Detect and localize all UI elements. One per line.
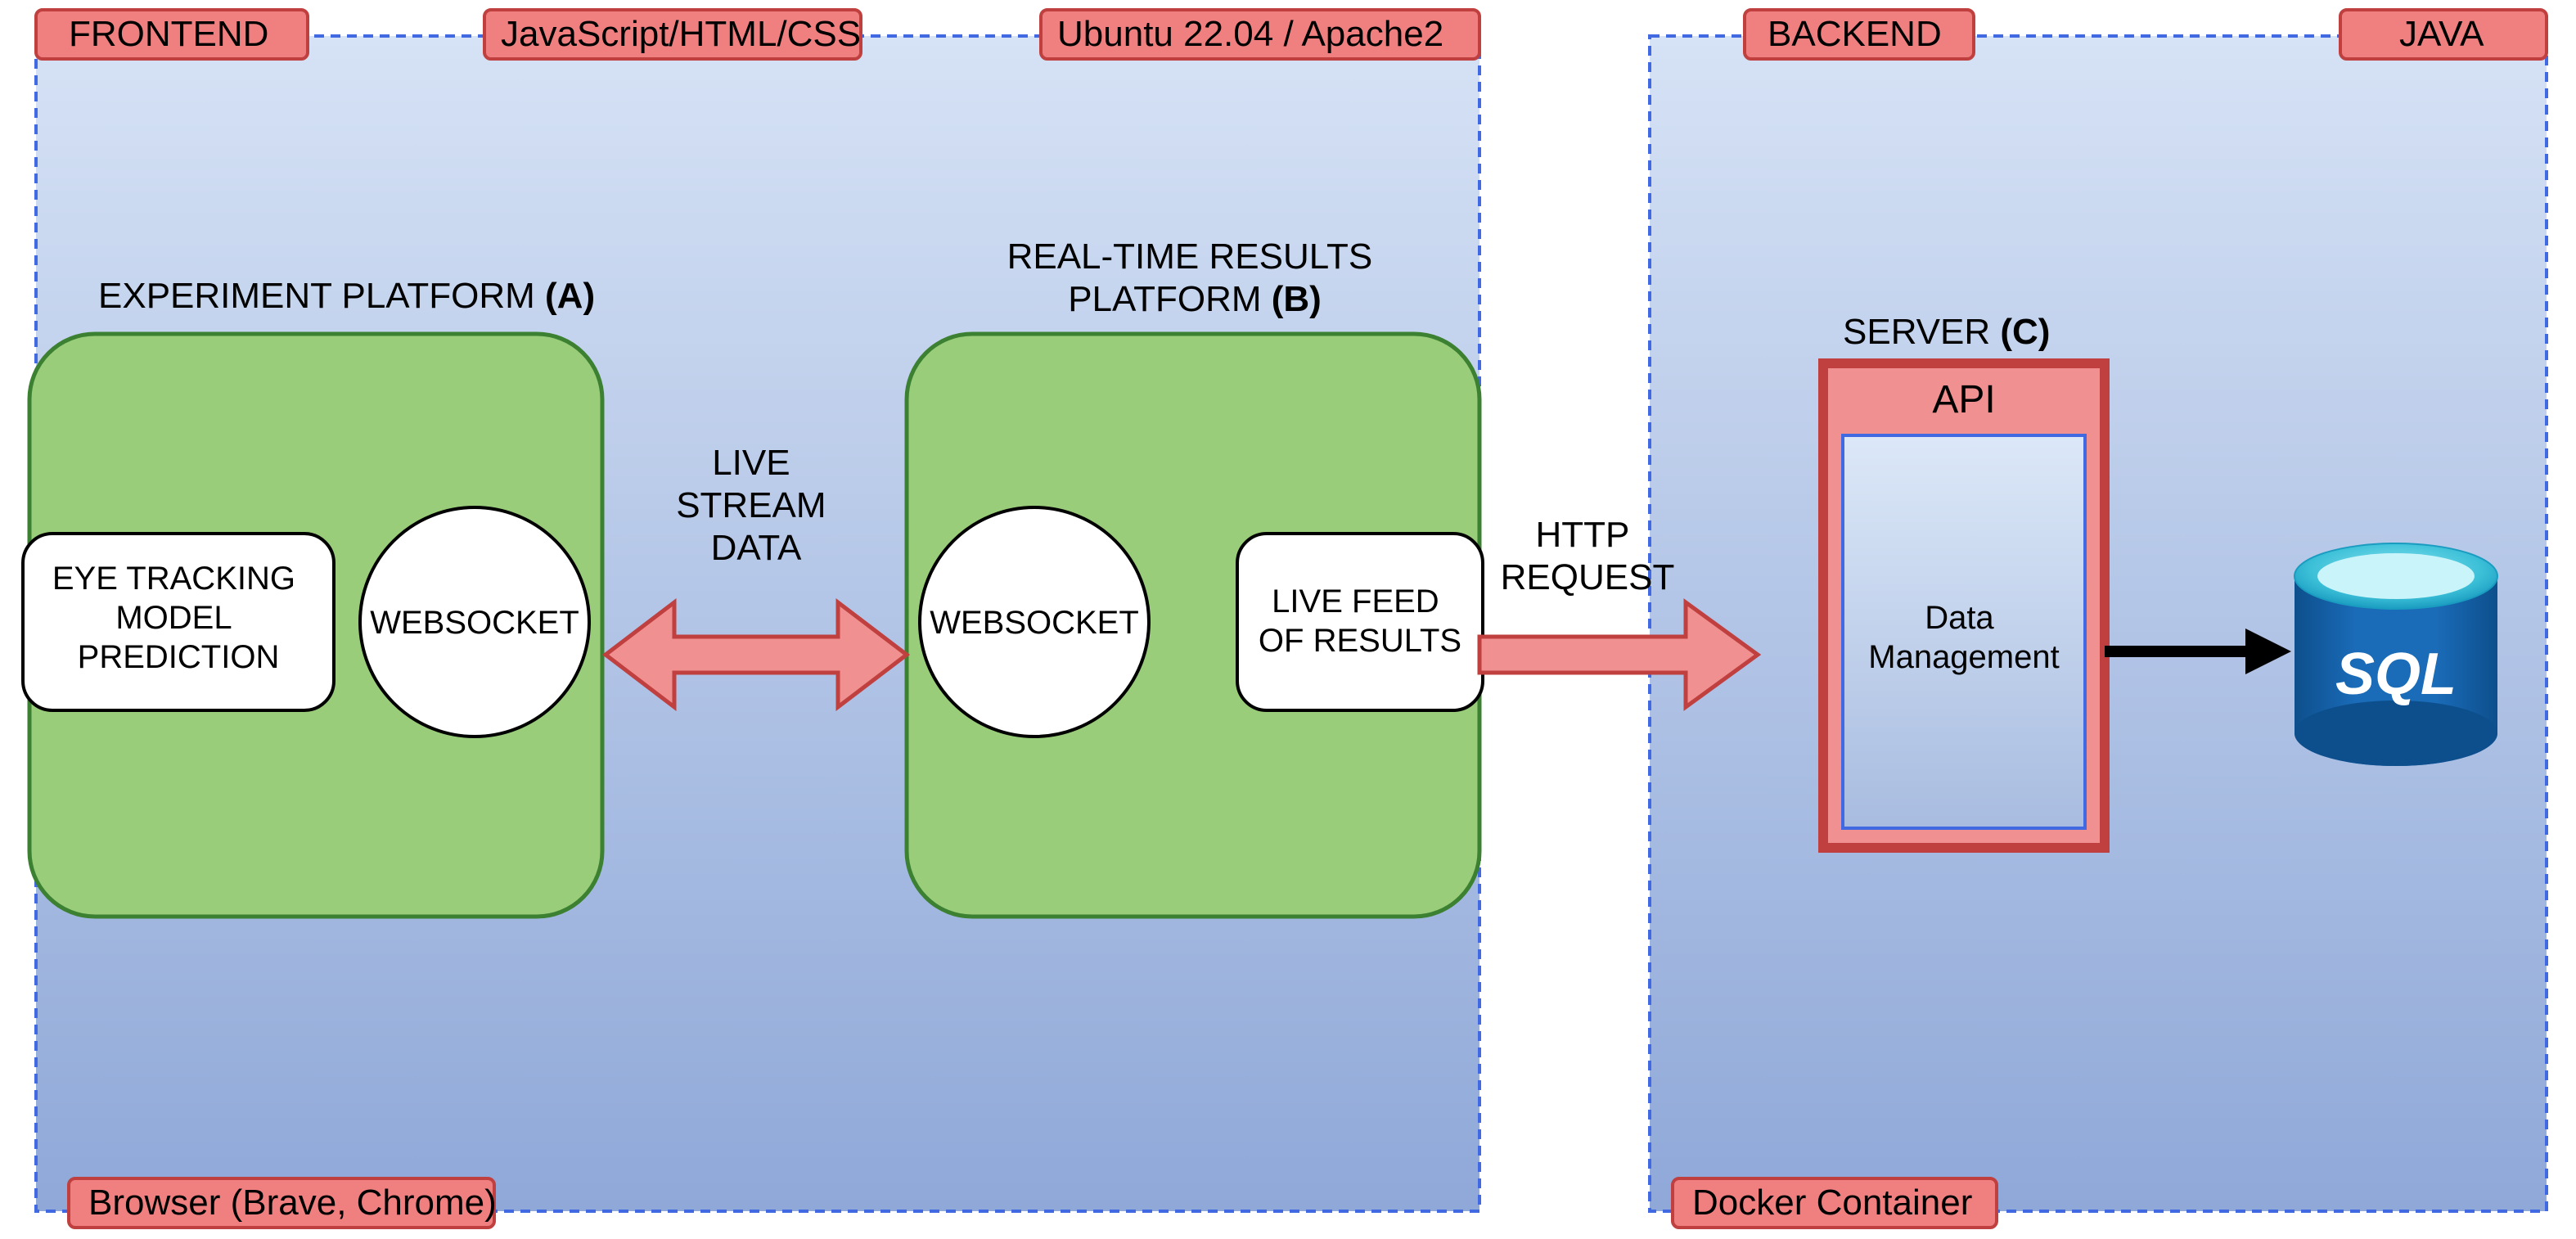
tag-browser: Browser (Brave, Chrome): [69, 1178, 497, 1228]
svg-text:SQL: SQL: [2335, 642, 2457, 707]
tag-docker: Docker Container: [1673, 1178, 1997, 1228]
svg-text:Browser (Brave, Chrome): Browser (Brave, Chrome): [88, 1183, 497, 1223]
tag-js: JavaScript/HTML/CSS: [484, 10, 861, 59]
svg-text:JAVA: JAVA: [2399, 14, 2484, 54]
architecture-diagram: FRONTEND JavaScript/HTML/CSS Ubuntu 22.0…: [0, 0, 2576, 1239]
api-label: API: [1932, 378, 1995, 421]
websocket-a-text: WEBSOCKET: [370, 605, 579, 641]
svg-text:Docker Container: Docker Container: [1692, 1183, 1972, 1223]
platform-a-title: EXPERIMENT PLATFORM (A): [98, 276, 595, 316]
tag-backend: BACKEND: [1745, 10, 1974, 59]
websocket-b-text: WEBSOCKET: [930, 605, 1139, 641]
tag-ubuntu: Ubuntu 22.04 / Apache2: [1041, 10, 1479, 59]
sql-database-icon: SQL: [2295, 543, 2497, 766]
svg-text:Ubuntu 22.04 / Apache2: Ubuntu 22.04 / Apache2: [1057, 14, 1443, 54]
svg-text:JavaScript/HTML/CSS: JavaScript/HTML/CSS: [501, 14, 861, 54]
server-title: SERVER (C): [1843, 312, 2050, 352]
svg-text:BACKEND: BACKEND: [1768, 14, 1942, 54]
svg-text:FRONTEND: FRONTEND: [69, 14, 268, 54]
tag-frontend: FRONTEND: [36, 10, 308, 59]
live-feed-box: [1237, 534, 1483, 710]
tag-java: JAVA: [2340, 10, 2547, 59]
